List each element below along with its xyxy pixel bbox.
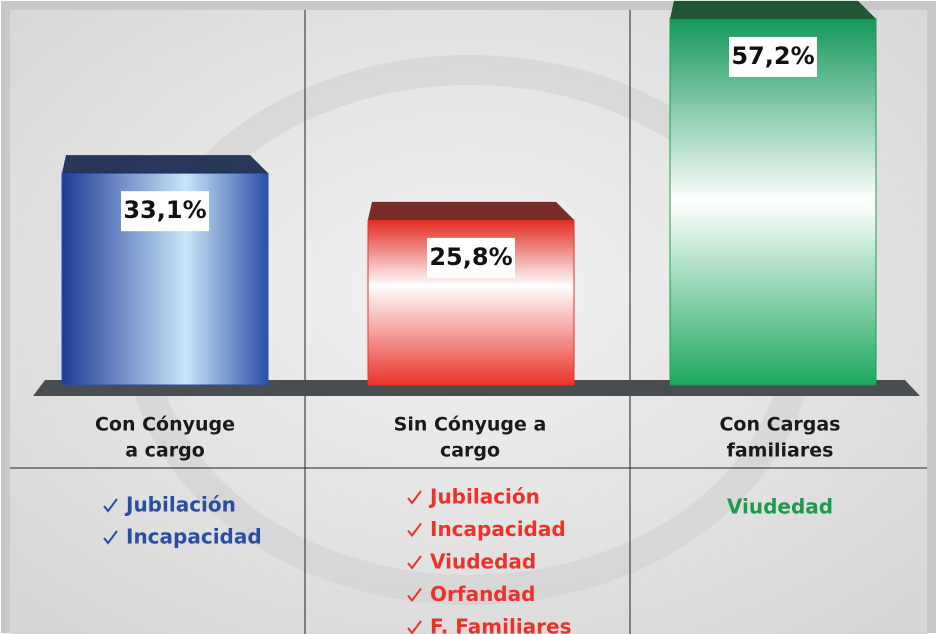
bar-top — [368, 201, 574, 220]
bar-top-shade — [368, 201, 574, 220]
benefit: Incapacidad — [430, 517, 566, 541]
bar-top-shade — [670, 0, 876, 19]
bar-top-shade — [62, 155, 268, 174]
benefit: Viudedad — [430, 550, 536, 574]
category-label: Sin Cónyuge a — [394, 414, 547, 436]
bar — [669, 18, 877, 386]
value-label: 33,1% — [123, 196, 206, 224]
category-label: Con Cargas — [719, 414, 840, 436]
check-icon — [407, 620, 422, 634]
value-label-box — [729, 36, 817, 77]
benefit: F. Familiares — [430, 615, 572, 634]
category-label: familiares — [727, 440, 834, 462]
category-label: Con Cónyuge — [95, 414, 235, 436]
bar-top — [670, 0, 876, 19]
benefit: Incapacidad — [126, 525, 262, 549]
benefit: Jubilación — [428, 485, 540, 509]
benefit: Viudedad — [727, 495, 833, 519]
value-label: 57,2% — [731, 42, 814, 70]
check-icon — [407, 490, 422, 505]
category-label: a cargo — [125, 440, 205, 462]
check-icon — [407, 522, 422, 538]
value-label: 25,8% — [429, 243, 512, 271]
bar-top — [62, 155, 268, 174]
benefit: Jubilación — [124, 493, 236, 517]
check-icon — [407, 587, 422, 603]
check-icon — [103, 498, 118, 513]
check-icon — [407, 555, 422, 570]
value-label-box — [427, 237, 515, 278]
check-icon — [103, 530, 118, 545]
value-label-box — [121, 191, 209, 232]
category-label: cargo — [440, 440, 500, 462]
benefit: Orfandad — [430, 582, 535, 606]
